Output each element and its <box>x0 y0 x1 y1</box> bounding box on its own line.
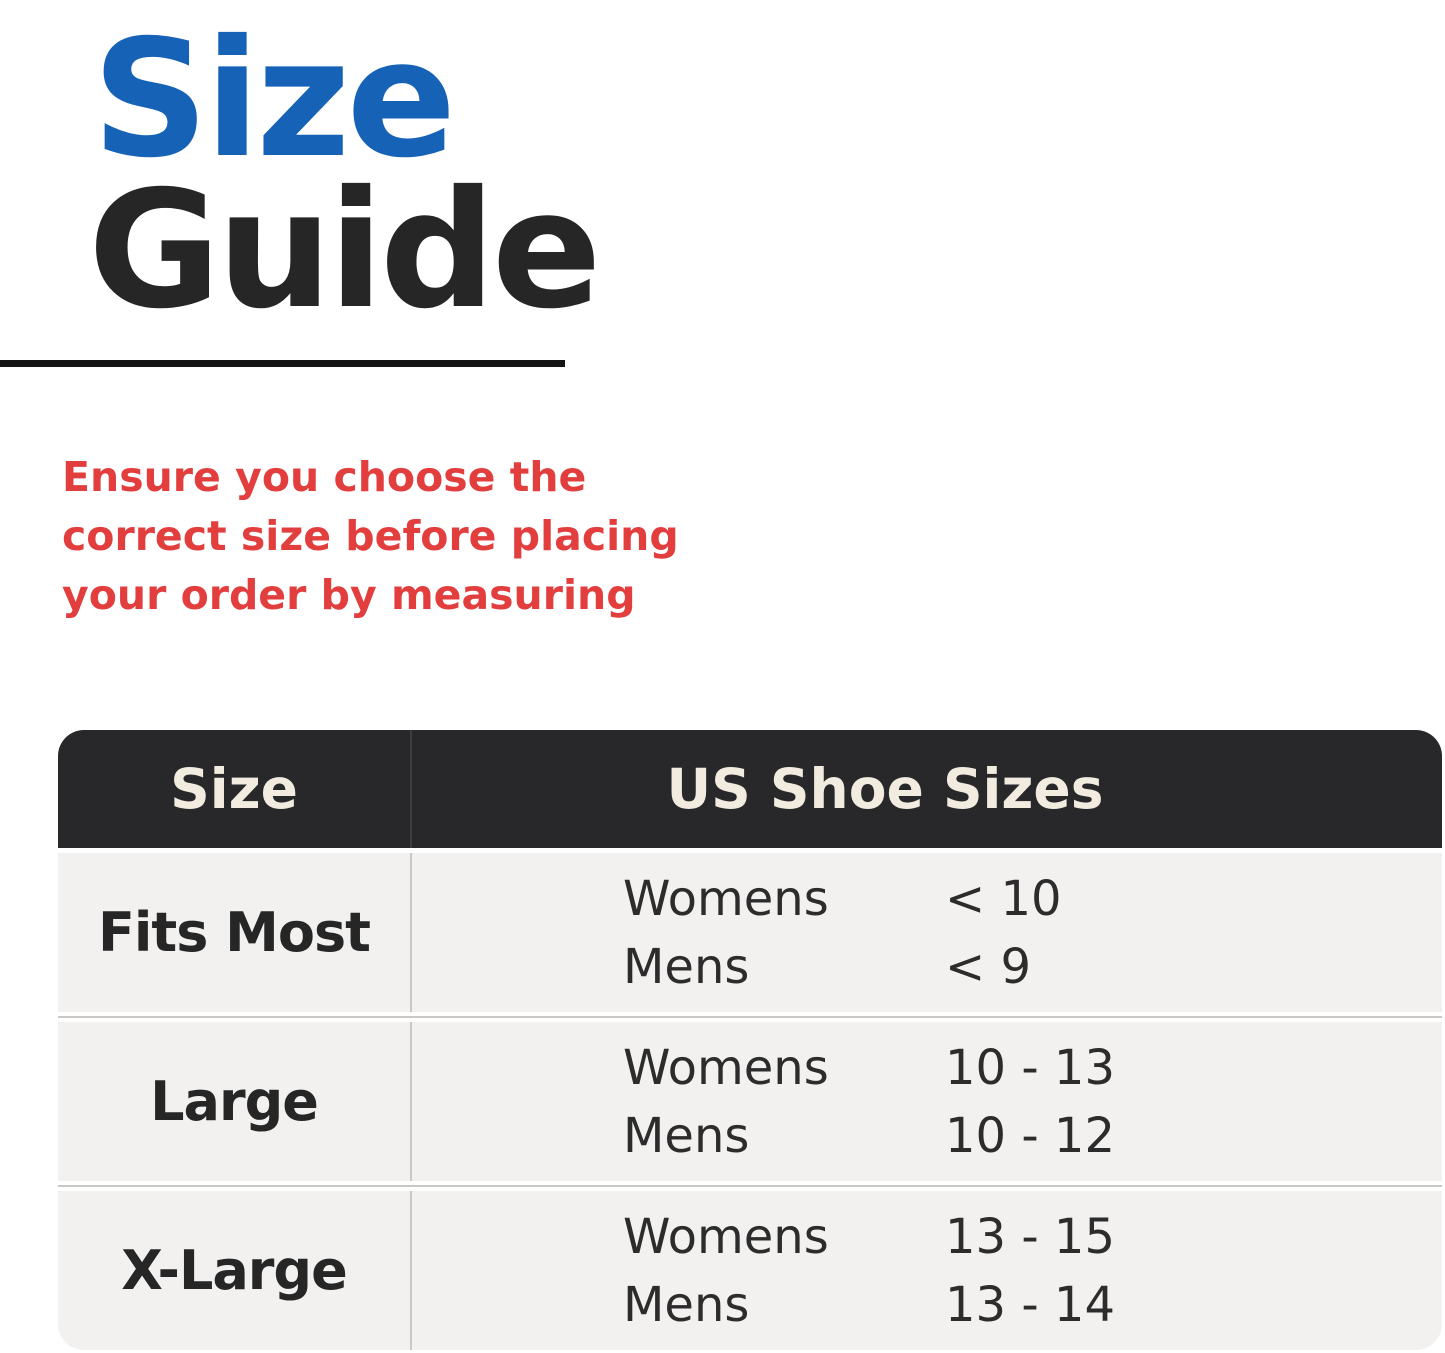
shoe-size-entry: Womens 13 - 15 <box>623 1203 1442 1271</box>
header-body-gap <box>58 848 1442 853</box>
gender-label: Womens <box>623 1039 829 1096</box>
shoe-size-entry: Womens < 10 <box>623 865 1442 933</box>
notice-line-2: correct size before placing <box>62 512 679 560</box>
size-range-value: 10 - 12 <box>945 1107 1115 1164</box>
notice-line-3: your order by measuring <box>62 571 636 619</box>
table-row-x-large: X-Large Womens 13 - 15 Mens 13 - 14 <box>58 1191 1442 1350</box>
gender-label: Mens <box>623 1276 750 1333</box>
row-divider <box>58 1012 1442 1022</box>
table-row-fits-most: Fits Most Womens < 10 Mens < 9 <box>58 853 1442 1012</box>
size-range-value: 13 - 15 <box>945 1208 1115 1265</box>
row-divider <box>58 1181 1442 1191</box>
gender-label: Mens <box>623 938 750 995</box>
table-body: Fits Most Womens < 10 Mens < 9 Large Women… <box>58 853 1442 1350</box>
size-notice-text: Ensure you choose the correct size befor… <box>62 448 679 625</box>
shoe-size-entry: Womens 10 - 13 <box>623 1034 1442 1102</box>
page-title-word-size: Size <box>92 6 456 194</box>
size-cell: X-Large <box>58 1191 412 1350</box>
shoe-size-entry: Mens 13 - 14 <box>623 1271 1442 1339</box>
shoe-sizes-cell: Womens < 10 Mens < 9 <box>412 853 1442 1012</box>
shoe-sizes-cell: Womens 13 - 15 Mens 13 - 14 <box>412 1191 1442 1350</box>
gender-label: Womens <box>623 1208 829 1265</box>
title-underline-rule <box>0 360 565 367</box>
table-header-us-shoe-sizes: US Shoe Sizes <box>666 757 1104 821</box>
size-range-value: < 10 <box>945 870 1062 927</box>
table-header-size: Size <box>58 730 412 848</box>
size-guide-table: Size US Shoe Sizes Fits Most Womens < 10 … <box>58 730 1442 1350</box>
table-header-row: Size US Shoe Sizes <box>58 730 1442 848</box>
gender-label: Mens <box>623 1107 750 1164</box>
size-range-value: < 9 <box>945 938 1032 995</box>
size-range-value: 13 - 14 <box>945 1276 1115 1333</box>
shoe-size-entry: Mens 10 - 12 <box>623 1102 1442 1170</box>
gender-label: Womens <box>623 870 829 927</box>
shoe-size-entry: Mens < 9 <box>623 933 1442 1001</box>
size-cell: Large <box>58 1022 412 1181</box>
size-range-value: 10 - 13 <box>945 1039 1115 1096</box>
shoe-sizes-cell: Womens 10 - 13 Mens 10 - 12 <box>412 1022 1442 1181</box>
table-row-large: Large Womens 10 - 13 Mens 10 - 12 <box>58 1022 1442 1181</box>
page-title-word-guide: Guide <box>88 157 602 345</box>
size-cell: Fits Most <box>58 853 412 1012</box>
notice-line-1: Ensure you choose the <box>62 453 587 501</box>
